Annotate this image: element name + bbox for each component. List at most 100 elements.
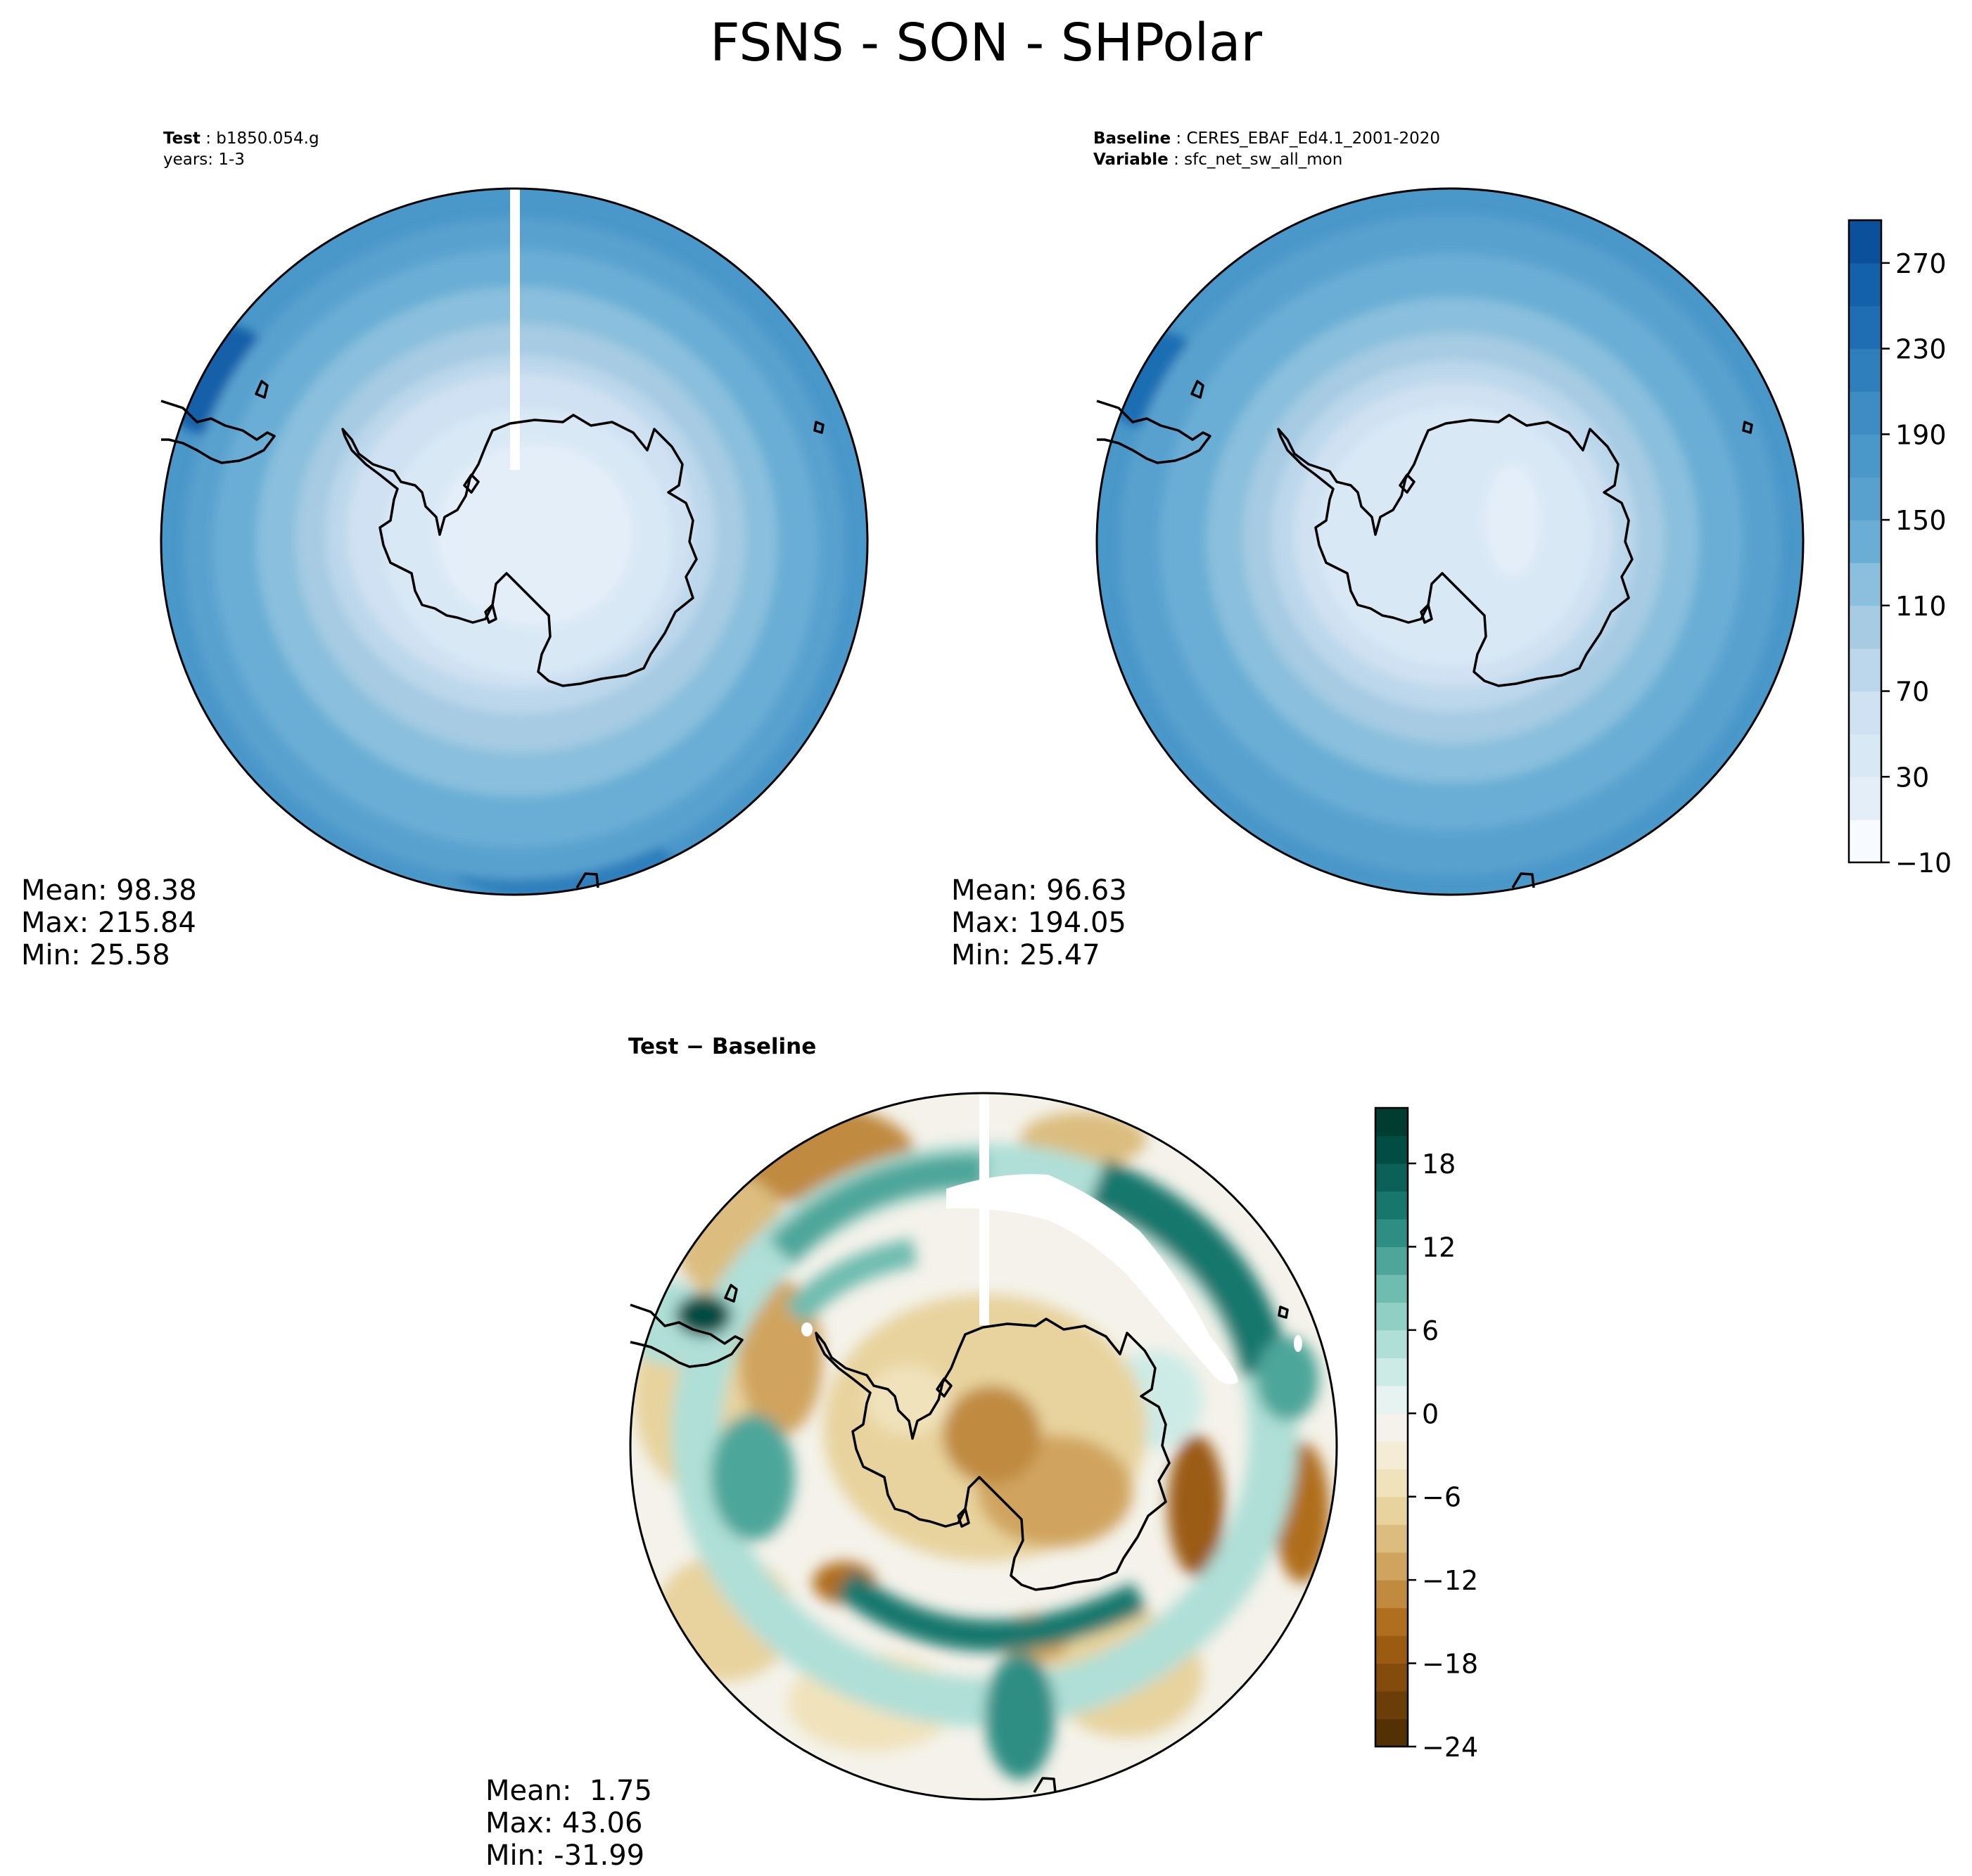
colorbar-main-tick-label: 110	[1895, 591, 1947, 622]
colorbar-main-cell	[1849, 562, 1881, 606]
test-coastline	[160, 380, 825, 888]
colorbar-main-tick-label: 30	[1895, 762, 1929, 793]
diff-stat-max: Max: 43.06	[485, 1807, 643, 1839]
diff-stats: Mean: 1.75 Max: 43.06 Min: -31.99	[485, 1775, 652, 1872]
colorbar-diff-cell	[1375, 1163, 1408, 1192]
colorbar-diff-cell	[1375, 1635, 1408, 1664]
colorbar-diff-cell	[1375, 1302, 1408, 1331]
colorbar-main-cell	[1849, 220, 1881, 264]
colorbar-main-cell	[1849, 434, 1881, 478]
colorbar-diff-tick-label: 18	[1422, 1149, 1456, 1180]
colorbar-diff-tick-label: 0	[1422, 1398, 1439, 1429]
colorbar-main-cell	[1849, 691, 1881, 734]
diff-title: Test − Baseline	[628, 1034, 816, 1059]
diff-title-sep: −	[678, 1034, 712, 1059]
diff-field	[630, 1093, 1337, 1799]
baseline-header-label: Baseline	[1093, 129, 1171, 148]
colorbar-diff-tick-label: −18	[1422, 1649, 1478, 1680]
colorbar-diff-cell	[1375, 1663, 1408, 1692]
baseline-map-boundary	[1095, 187, 1805, 896]
colorbar-diff-cell	[1375, 1552, 1408, 1581]
baseline-header: Baseline : CERES_EBAF_Ed4.1_2001-2020 Va…	[1093, 129, 1441, 169]
baseline-stat-max: Max: 194.05	[951, 907, 1126, 939]
colorbar-main-cell	[1849, 520, 1881, 563]
colorbar-diff-cells	[1375, 1108, 1408, 1747]
test-header: Test : b1850.054.g years: 1-3	[163, 129, 319, 169]
colorbar-main: −10 30 70 110 150 190 230 270	[1847, 219, 1952, 879]
colorbar-main-cell	[1849, 777, 1881, 820]
baseline-field	[1097, 189, 1803, 895]
colorbar-diff-frame	[1374, 1106, 1409, 1748]
colorbar-diff-cell	[1375, 1413, 1408, 1442]
colorbar-diff-ticks: −24 −18 −12 −6 0 6 12 18	[1408, 1149, 1478, 1763]
colorbar-main-cell	[1849, 262, 1881, 307]
colorbar-main-cell	[1849, 477, 1881, 521]
diff-map	[629, 1092, 1338, 1801]
colorbar-diff-cell	[1375, 1691, 1408, 1720]
colorbar-diff-cell	[1375, 1580, 1408, 1609]
colorbar-main-cell	[1849, 648, 1881, 692]
colorbar-diff-tick-label: −6	[1422, 1482, 1461, 1513]
colorbar-diff-cell	[1375, 1246, 1408, 1275]
diff-title-left: Test	[628, 1034, 679, 1059]
colorbar-diff-tick-label: −12	[1422, 1565, 1478, 1596]
baseline-stats: Mean: 96.63 Max: 194.05 Min: 25.47	[951, 874, 1127, 971]
colorbar-main-cell	[1849, 305, 1881, 350]
test-stats: Mean: 98.38 Max: 215.84 Min: 25.58	[21, 874, 197, 971]
test-stat-max: Max: 215.84	[21, 907, 196, 939]
colorbar-main-tick-label: 70	[1895, 677, 1929, 708]
colorbar-main-cell	[1849, 391, 1881, 435]
figure-title: FSNS - SON - SHPolar	[710, 13, 1262, 73]
colorbar-diff-tick-label: −24	[1422, 1732, 1478, 1763]
baseline-header-value: CERES_EBAF_Ed4.1_2001-2020	[1186, 129, 1441, 148]
colorbar-main-tick-label: 190	[1895, 419, 1947, 450]
baseline-header-label2: Variable	[1093, 151, 1169, 169]
colorbar-diff-cell	[1375, 1191, 1408, 1220]
baseline-stat-mean: Mean: 96.63	[951, 874, 1127, 907]
colorbar-diff: −24 −18 −12 −6 0 6 12 18	[1374, 1106, 1478, 1763]
colorbar-diff-cell	[1375, 1329, 1408, 1358]
colorbar-main-cell	[1849, 348, 1881, 393]
test-header-label: Test	[163, 129, 201, 148]
colorbar-diff-tick-label: 12	[1422, 1232, 1456, 1263]
colorbar-diff-cell	[1375, 1607, 1408, 1636]
colorbar-diff-cell	[1375, 1469, 1408, 1498]
colorbar-main-ticks: −10 30 70 110 150 190 230 270	[1881, 248, 1952, 879]
baseline-stat-min: Min: 25.47	[951, 939, 1100, 971]
diff-map-boundary	[629, 1092, 1338, 1801]
baseline-coastline	[1096, 380, 1753, 888]
colorbar-diff-cell	[1375, 1218, 1408, 1247]
colorbar-main-cells	[1849, 220, 1881, 863]
diff-title-right: Baseline	[711, 1034, 817, 1059]
colorbar-diff-cell	[1375, 1385, 1408, 1414]
colorbar-diff-tick-label: 6	[1422, 1315, 1439, 1346]
test-header-years: years: 1-3	[163, 151, 245, 169]
colorbar-diff-cell	[1375, 1108, 1408, 1137]
test-map-boundary	[160, 187, 869, 896]
colorbar-main-cell	[1849, 819, 1881, 863]
test-field	[161, 189, 867, 895]
colorbar-diff-cell	[1375, 1718, 1408, 1747]
colorbar-diff-cell	[1375, 1274, 1408, 1303]
colorbar-diff-cell	[1375, 1441, 1408, 1469]
diff-stat-mean: Mean: 1.75	[485, 1775, 652, 1807]
baseline-header-value2: sfc_net_sw_all_mon	[1184, 151, 1343, 169]
diff-stat-min: Min: -31.99	[485, 1839, 645, 1872]
baseline-map	[1095, 187, 1805, 896]
colorbar-main-cell	[1849, 605, 1881, 649]
colorbar-main-tick-label: 270	[1895, 248, 1947, 279]
colorbar-diff-cell	[1375, 1135, 1408, 1164]
colorbar-main-cell	[1849, 734, 1881, 777]
colorbar-main-frame	[1847, 219, 1883, 864]
colorbar-diff-cell	[1375, 1358, 1408, 1386]
colorbar-diff-cell	[1375, 1496, 1408, 1525]
test-stat-min: Min: 25.58	[21, 939, 170, 971]
diff-coastline	[630, 1284, 1289, 1793]
colorbar-diff-cell	[1375, 1524, 1408, 1553]
test-header-value: b1850.054.g	[216, 129, 319, 148]
colorbar-main-tick-label: 230	[1895, 334, 1947, 365]
test-map	[160, 187, 869, 896]
test-stat-mean: Mean: 98.38	[21, 874, 197, 907]
colorbar-main-tick-label: −10	[1895, 848, 1952, 879]
